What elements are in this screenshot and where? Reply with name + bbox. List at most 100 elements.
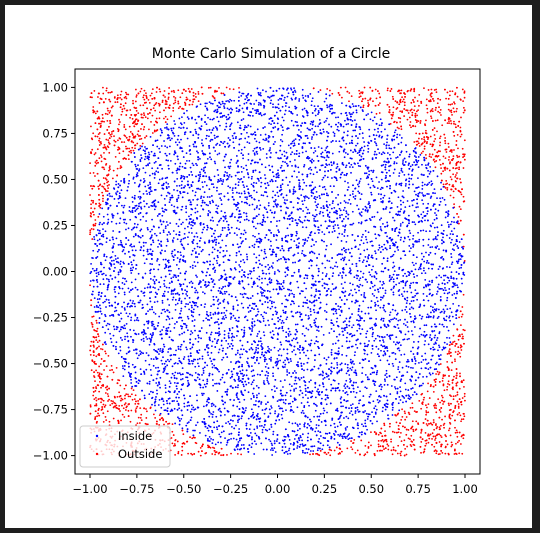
- inside-point: [106, 322, 109, 325]
- inside-point: [320, 397, 323, 400]
- inside-point: [437, 349, 439, 352]
- inside-point: [194, 338, 197, 340]
- outside-point: [134, 394, 137, 397]
- outside-point: [424, 418, 427, 420]
- inside-point: [368, 128, 371, 131]
- inside-point: [340, 299, 343, 301]
- inside-point: [289, 452, 292, 455]
- outside-point: [411, 402, 414, 405]
- outside-point: [405, 416, 408, 418]
- outside-point: [414, 116, 417, 118]
- inside-point: [276, 191, 279, 194]
- inside-point: [119, 217, 122, 220]
- inside-point: [226, 172, 228, 174]
- inside-point: [401, 295, 404, 298]
- inside-point: [336, 254, 339, 256]
- inside-point: [380, 385, 383, 388]
- inside-point: [271, 300, 273, 303]
- inside-point: [242, 385, 245, 388]
- outside-point: [89, 354, 92, 356]
- inside-point: [362, 233, 364, 236]
- inside-point: [297, 286, 300, 289]
- inside-point: [419, 154, 422, 156]
- outside-point: [127, 409, 130, 412]
- inside-point: [359, 213, 362, 216]
- inside-point: [345, 354, 348, 357]
- inside-point: [205, 175, 208, 178]
- outside-point: [445, 435, 447, 438]
- inside-point: [205, 123, 208, 125]
- inside-point: [405, 183, 407, 185]
- inside-point: [211, 340, 214, 343]
- inside-point: [434, 325, 437, 328]
- inside-point: [213, 338, 216, 340]
- inside-point: [324, 309, 326, 312]
- inside-point: [256, 394, 258, 396]
- inside-point: [143, 200, 145, 203]
- inside-point: [142, 167, 145, 170]
- inside-point: [389, 311, 392, 314]
- inside-point: [404, 184, 407, 187]
- inside-point: [383, 194, 386, 197]
- outside-point: [122, 407, 125, 410]
- inside-point: [121, 365, 124, 367]
- inside-point: [398, 294, 401, 297]
- inside-point: [243, 176, 245, 178]
- outside-point: [338, 451, 341, 454]
- outside-point: [96, 415, 98, 418]
- outside-point: [98, 345, 100, 348]
- outside-point: [103, 182, 106, 185]
- inside-point: [180, 310, 182, 312]
- outside-point: [431, 145, 434, 148]
- outside-point: [441, 380, 444, 382]
- inside-point: [351, 193, 354, 195]
- inside-point: [451, 261, 454, 264]
- inside-point: [455, 271, 458, 273]
- inside-point: [259, 222, 262, 225]
- inside-point: [421, 184, 424, 187]
- inside-point: [446, 308, 449, 311]
- inside-point: [92, 279, 94, 282]
- inside-point: [227, 137, 230, 139]
- inside-point: [352, 151, 355, 154]
- inside-point: [105, 306, 107, 308]
- outside-point: [115, 404, 118, 407]
- inside-point: [246, 362, 249, 365]
- inside-point: [375, 277, 378, 280]
- inside-point: [228, 116, 231, 119]
- inside-point: [319, 129, 322, 131]
- inside-point: [280, 209, 282, 212]
- outside-point: [118, 404, 121, 407]
- inside-point: [115, 328, 118, 331]
- inside-point: [339, 415, 342, 418]
- inside-point: [332, 288, 335, 291]
- inside-point: [399, 399, 402, 401]
- inside-point: [260, 442, 263, 445]
- inside-point: [186, 329, 189, 332]
- inside-point: [320, 206, 323, 209]
- inside-point: [102, 278, 105, 281]
- inside-point: [413, 155, 416, 157]
- outside-point: [408, 413, 411, 416]
- inside-point: [425, 375, 428, 378]
- inside-point: [247, 219, 250, 222]
- inside-point: [195, 424, 197, 427]
- inside-point: [285, 162, 288, 165]
- inside-point: [393, 131, 396, 134]
- outside-point: [377, 443, 380, 446]
- inside-point: [281, 105, 284, 108]
- inside-point: [299, 443, 302, 446]
- inside-point: [363, 352, 366, 355]
- inside-point: [447, 329, 450, 332]
- inside-point: [269, 147, 272, 149]
- outside-point: [454, 426, 456, 429]
- inside-point: [224, 314, 227, 317]
- inside-point: [309, 129, 312, 131]
- outside-point: [452, 398, 455, 401]
- inside-point: [102, 272, 105, 275]
- outside-point: [195, 96, 197, 98]
- inside-point: [124, 335, 126, 338]
- inside-point: [257, 347, 260, 350]
- inside-point: [287, 449, 290, 452]
- inside-point: [145, 164, 148, 167]
